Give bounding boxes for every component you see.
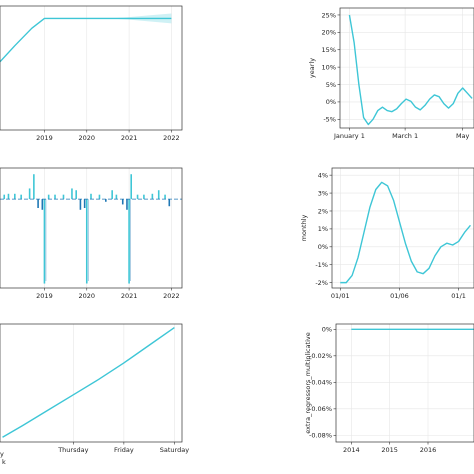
y-tick-label: -0.08% bbox=[309, 432, 332, 440]
series-line bbox=[0, 17, 172, 63]
x-tick-label: 2015 bbox=[381, 446, 398, 454]
axes-frame bbox=[331, 167, 474, 289]
y-tick-label: -1% bbox=[315, 261, 328, 269]
weekly-cut-label-2: k bbox=[2, 458, 6, 466]
y-axis-label: yearly bbox=[308, 58, 316, 78]
y-tick-label: 3% bbox=[318, 189, 328, 197]
chart-panel-monthly: 01/01 01/06 01/1 -2% -1% 0% 1% 2% 3% 4% monthly bbox=[300, 167, 474, 300]
axes-frame bbox=[339, 7, 474, 129]
axes-frame bbox=[0, 5, 183, 131]
chart-panel-extra_regressors_multiplicative: 2014 2015 2016 -0.08% -0.06% -0.04% -0.02% 0% ex… bbox=[304, 323, 474, 454]
y-tick-label: 0% bbox=[322, 326, 332, 334]
y-tick-label: 1% bbox=[318, 225, 328, 233]
x-tick-label: Saturday bbox=[160, 446, 189, 454]
x-tick-label: May bbox=[456, 132, 470, 140]
x-tick-label: January 1 bbox=[333, 132, 365, 140]
axes-frame bbox=[0, 323, 183, 443]
x-tick-label: 2014 bbox=[343, 446, 360, 454]
y-tick-label: 15% bbox=[322, 46, 336, 54]
x-tick-label: 2020 bbox=[78, 134, 95, 142]
x-tick-label: 2019 bbox=[36, 292, 53, 300]
y-tick-label: 5% bbox=[326, 81, 336, 89]
y-tick-label: -2% bbox=[315, 279, 328, 287]
y-axis-label: extra_regressors_multiplicative bbox=[304, 332, 312, 434]
x-tick-label: Thursday bbox=[57, 446, 88, 454]
y-tick-label: 4% bbox=[318, 171, 328, 179]
x-tick-label: 2019 bbox=[36, 134, 53, 142]
chart-panel-holidays: 2019 2020 2021 2022 bbox=[0, 167, 183, 300]
x-tick-label: March 1 bbox=[392, 132, 418, 140]
x-tick-label: 2022 bbox=[163, 134, 180, 142]
series-line bbox=[2, 326, 175, 438]
y-tick-label: -5% bbox=[323, 116, 336, 124]
weekly-cut-label: y bbox=[0, 450, 4, 458]
x-tick-label: Friday bbox=[114, 446, 134, 454]
chart-panel-yearly: January 1 March 1 May -5% 0% 5% 10% 15% 20% 25% ye… bbox=[308, 7, 474, 140]
y-tick-label: 0% bbox=[318, 243, 328, 251]
y-tick-label: 25% bbox=[322, 11, 336, 19]
x-tick-label: 01/06 bbox=[390, 292, 409, 300]
y-tick-label: 20% bbox=[322, 29, 336, 37]
x-tick-label: 2020 bbox=[78, 292, 95, 300]
x-tick-label: 01/01 bbox=[331, 292, 350, 300]
y-tick-label: 0% bbox=[326, 98, 336, 106]
x-tick-label: 2021 bbox=[121, 292, 138, 300]
chart-panel-trend: 2019 2020 2021 2022 bbox=[0, 5, 183, 142]
y-tick-label: -0.04% bbox=[309, 379, 332, 387]
y-axis-label: monthly bbox=[300, 214, 308, 241]
x-tick-label: 01/1 bbox=[451, 292, 466, 300]
series-line bbox=[340, 181, 471, 284]
chart-panel-weekly: Thursday Friday Saturday bbox=[0, 323, 189, 454]
series-line bbox=[348, 14, 473, 126]
axes-frame bbox=[0, 167, 183, 289]
y-tick-label: -0.06% bbox=[309, 405, 332, 413]
axes-frame bbox=[335, 323, 474, 443]
y-tick-label: -0.02% bbox=[309, 352, 332, 360]
x-tick-label: 2022 bbox=[163, 292, 180, 300]
x-tick-label: 2021 bbox=[121, 134, 138, 142]
y-tick-label: 2% bbox=[318, 207, 328, 215]
x-tick-label: 2016 bbox=[420, 446, 437, 454]
y-tick-label: 10% bbox=[322, 63, 336, 71]
